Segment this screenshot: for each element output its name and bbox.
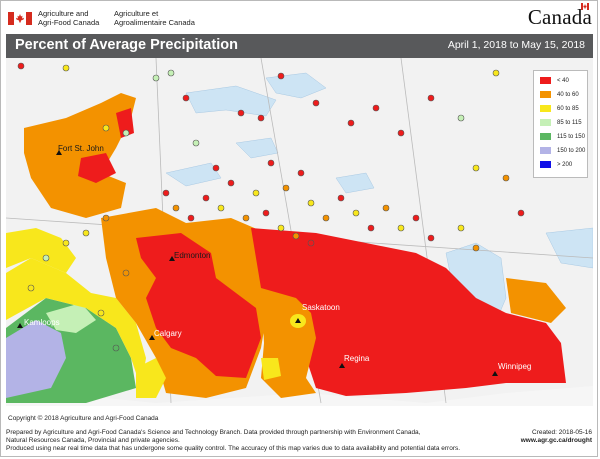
city-fort-st-john: Fort St. John (56, 144, 104, 155)
svg-text:Winnipeg: Winnipeg (498, 362, 531, 371)
zone-lt40-peace (78, 153, 116, 183)
legend-item: 85 to 115 (540, 119, 582, 128)
footer-line-3: Produced using near real time data that … (6, 445, 461, 452)
precipitation-map: Fort St. John Edmonton Kamloops Calgary … (6, 58, 593, 406)
legend-item: 40 to 60 (540, 91, 579, 100)
lakes (165, 72, 593, 344)
legend-swatch (540, 147, 551, 154)
legend-item: 150 to 200 (540, 147, 585, 156)
legend-swatch (540, 133, 551, 140)
footer-notes: Prepared by Agriculture and Agri-Food Ca… (6, 429, 476, 453)
legend-item: > 200 (540, 161, 572, 170)
hudson-bay-edge (545, 227, 593, 269)
legend-item: 60 to 85 (540, 105, 579, 114)
lake-athabasca (165, 162, 222, 187)
map-title: Percent of Average Precipitation (15, 37, 238, 53)
usa-area (6, 386, 593, 406)
zone-lt40-peace-north (116, 108, 134, 138)
legend: < 40 40 to 60 60 to 85 85 to 115 115 to … (533, 70, 588, 178)
department-name-fr: Agriculture et Agroalimentaire Canada (114, 9, 195, 27)
canada-flag-icon (8, 12, 32, 25)
canada-wordmark: Canada (527, 3, 592, 29)
created-info: Created: 2018-05-16 www.agr.gc.ca/drough… (521, 429, 592, 445)
copyright: Copyright © 2018 Agriculture and Agri-Fo… (8, 415, 159, 422)
svg-text:Kamloops: Kamloops (24, 318, 60, 327)
zone-lt40-prairies (251, 228, 566, 396)
legend-swatch (540, 91, 551, 98)
date-range: April 1, 2018 to May 15, 2018 (447, 39, 585, 51)
city-winnipeg: Winnipeg (492, 362, 531, 376)
great-bear-area-lake (185, 85, 277, 117)
city-calgary: Calgary (149, 329, 182, 340)
svg-text:Calgary: Calgary (154, 329, 182, 338)
svg-text:Fort St. John: Fort St. John (58, 144, 104, 153)
zone-40-60-manitoba-east (506, 278, 566, 323)
svg-text:Regina: Regina (344, 354, 370, 363)
reindeer-lake (235, 137, 279, 159)
title-bar: Percent of Average Precipitation April 1… (6, 34, 593, 58)
created-date: Created: 2018-05-16 (532, 429, 592, 436)
legend-swatch (540, 77, 551, 84)
zone-85-115-bc (46, 303, 96, 333)
zone-60-85-sask (261, 358, 281, 380)
city-edmonton: Edmonton (169, 251, 210, 261)
city-kamloops: Kamloops (17, 318, 60, 328)
wordmark-flag-icon (581, 3, 589, 10)
zone-60-85-bc (6, 258, 146, 388)
station-dots (17, 62, 525, 352)
map-canvas: Fort St. John Edmonton Kamloops Calgary … (6, 58, 593, 406)
wollaston-lake (335, 172, 375, 194)
svg-text:Saskatoon: Saskatoon (302, 303, 340, 312)
zone-40-60-peace (24, 93, 136, 218)
legend-item: < 40 (540, 77, 569, 86)
city-markers: Fort St. John Edmonton Kamloops Calgary … (17, 144, 531, 376)
header: Agriculture and Agri-Food Canada Agricul… (0, 0, 600, 33)
precipitation-zones (6, 93, 566, 403)
svg-text:Edmonton: Edmonton (174, 251, 210, 260)
zone-150-200-kamloops (6, 320, 66, 398)
legend-swatch (540, 105, 551, 112)
department-name-en: Agriculture and Agri-Food Canada (38, 9, 100, 27)
footer-line-2: Natural Resources Canada, Provincial and… (6, 437, 180, 444)
legend-item: 115 to 150 (540, 133, 585, 142)
legend-swatch (540, 161, 551, 168)
city-saskatoon: Saskatoon (295, 303, 340, 323)
footer-line-1: Prepared by Agriculture and Agri-Food Ca… (6, 429, 421, 436)
city-regina: Regina (339, 354, 370, 368)
footer-url[interactable]: www.agr.gc.ca/drought (520, 437, 592, 444)
zone-60-85-south-ab (136, 358, 166, 398)
legend-swatch (540, 119, 551, 126)
zone-lt40-alberta (136, 233, 261, 378)
zone-60-85-north-bc (6, 228, 76, 273)
